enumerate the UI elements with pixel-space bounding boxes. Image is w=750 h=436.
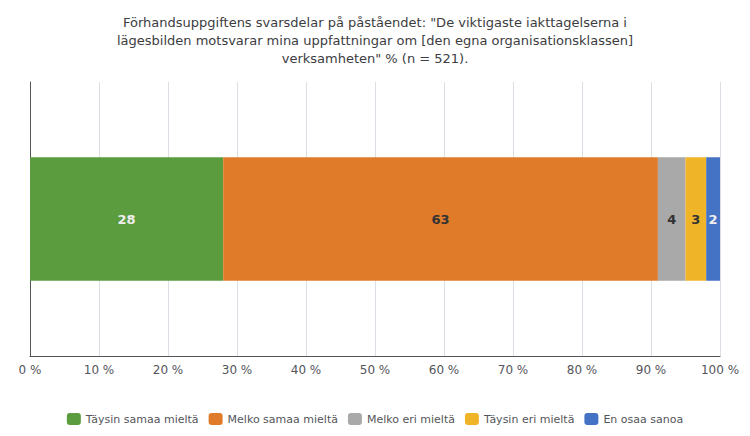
svg-text:Täysin eri mieltä: Täysin eri mieltä [483, 413, 574, 426]
svg-text:60 %: 60 % [429, 363, 460, 377]
svg-text:2: 2 [709, 212, 718, 227]
svg-text:verksamheten" % (n = 521).: verksamheten" % (n = 521). [282, 51, 469, 66]
svg-text:40 %: 40 % [291, 363, 322, 377]
svg-text:100 %: 100 % [701, 363, 739, 377]
svg-text:10 %: 10 % [84, 363, 115, 377]
svg-text:Melko eri mieltä: Melko eri mieltä [367, 413, 455, 426]
svg-text:80 %: 80 % [567, 363, 598, 377]
svg-text:50 %: 50 % [360, 363, 391, 377]
svg-text:3: 3 [691, 212, 700, 227]
svg-text:30 %: 30 % [222, 363, 253, 377]
svg-text:90 %: 90 % [636, 363, 667, 377]
svg-text:Täysin samaa mieltä: Täysin samaa mieltä [85, 413, 199, 426]
svg-text:70 %: 70 % [498, 363, 529, 377]
svg-text:4: 4 [667, 212, 676, 227]
svg-text:28: 28 [118, 212, 136, 227]
svg-text:63: 63 [432, 212, 450, 227]
svg-text:0 %: 0 % [19, 363, 42, 377]
svg-text:En osaa sanoa: En osaa sanoa [603, 413, 683, 426]
svg-text:lägesbilden motsvarar mina upp: lägesbilden motsvarar mina uppfattningar… [117, 33, 633, 48]
svg-text:20 %: 20 % [153, 363, 184, 377]
svg-text:Melko samaa mieltä: Melko samaa mieltä [228, 413, 338, 426]
svg-text:Förhandsuppgiftens svarsdelar: Förhandsuppgiftens svarsdelar på påståen… [123, 15, 627, 30]
